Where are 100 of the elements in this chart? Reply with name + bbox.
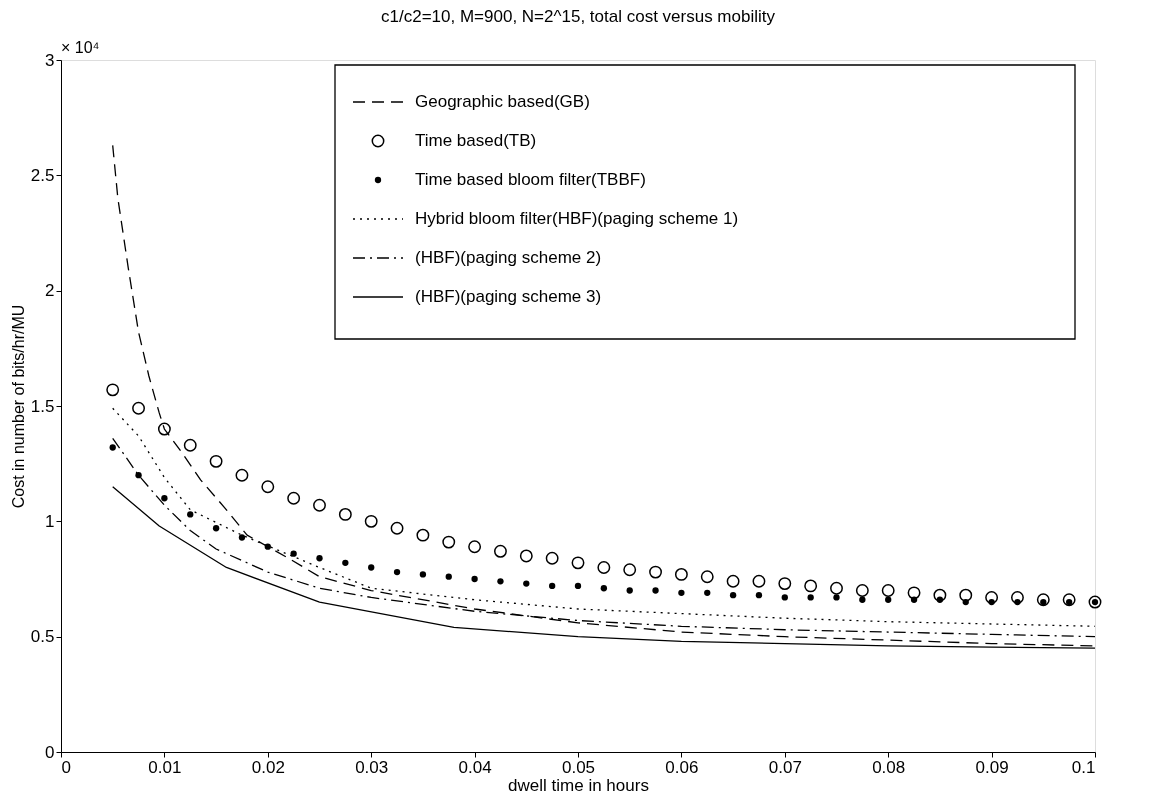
point	[933, 588, 947, 602]
point	[859, 596, 866, 603]
point	[393, 568, 401, 576]
point	[419, 571, 427, 578]
point	[523, 580, 530, 587]
point	[1014, 598, 1021, 606]
point	[755, 591, 763, 599]
x-tick-label: 0	[61, 757, 71, 777]
x-tick-label: 0.08	[872, 757, 906, 777]
x-tick-label: 0.01	[148, 757, 182, 777]
point	[704, 589, 711, 596]
point	[364, 514, 378, 528]
point	[781, 594, 788, 601]
point	[985, 591, 999, 604]
text: × 10⁴	[61, 39, 100, 56]
point	[910, 596, 918, 603]
point	[290, 550, 297, 557]
point	[1011, 591, 1024, 604]
point	[238, 534, 246, 541]
x-tick-label: 0.06	[665, 757, 699, 777]
point	[652, 587, 659, 594]
point	[161, 495, 168, 502]
legend-label: (HBF)(paging scheme 3)	[415, 287, 602, 306]
point	[574, 582, 582, 590]
point	[833, 594, 840, 601]
point	[390, 521, 404, 535]
point	[187, 511, 194, 518]
point	[1062, 593, 1076, 607]
point	[132, 401, 145, 415]
point	[342, 559, 349, 567]
x-tick-label: 0.09	[975, 757, 1009, 777]
point	[468, 540, 482, 554]
legend-label: (HBF)(paging scheme 2)	[415, 248, 602, 267]
point	[623, 563, 637, 577]
y-tick-label: 3	[45, 50, 55, 70]
point	[548, 582, 556, 590]
point	[778, 577, 792, 591]
point	[264, 543, 271, 550]
x-tick-label: 0.03	[355, 757, 389, 777]
point	[471, 575, 478, 583]
y-tick-label: 0	[45, 742, 55, 762]
point	[988, 598, 995, 606]
point	[571, 556, 585, 570]
chart-title: c1/c2=10, M=900, N=2^15, total cost versus mobility	[381, 7, 776, 26]
point	[807, 594, 814, 601]
point	[597, 561, 611, 574]
point	[212, 525, 220, 532]
point	[235, 468, 249, 482]
x-tick-label: 0.05	[561, 757, 596, 777]
x-tick-label: 0.04	[458, 757, 492, 777]
point	[907, 586, 921, 600]
point	[936, 596, 944, 603]
point	[209, 454, 223, 468]
point	[881, 584, 895, 597]
point	[649, 565, 662, 579]
point	[830, 581, 843, 595]
point	[752, 574, 766, 588]
point	[368, 564, 375, 571]
point	[729, 591, 737, 599]
point	[135, 472, 142, 479]
y-tick-label: 2	[45, 281, 55, 301]
point	[678, 589, 685, 596]
x-tick-label: 0.1	[1071, 757, 1096, 777]
point	[600, 585, 608, 592]
point	[157, 422, 171, 436]
point	[442, 535, 456, 549]
point	[338, 507, 352, 521]
point	[626, 587, 633, 594]
y-tick-label: 1	[45, 511, 55, 531]
y-axis-title: Cost in number of bits/hr/MU	[9, 304, 27, 509]
legend-label: Time based(TB)	[415, 131, 537, 150]
point	[855, 584, 869, 597]
point	[261, 480, 275, 494]
point	[316, 555, 323, 562]
y-tick-label: 2.5	[30, 165, 55, 185]
point	[1036, 593, 1050, 607]
point	[497, 578, 504, 585]
point	[106, 383, 120, 397]
point	[519, 549, 533, 563]
y-tick-label: 1.5	[30, 396, 55, 416]
point	[726, 574, 740, 588]
point	[804, 579, 818, 593]
point	[313, 498, 326, 512]
x-axis-title: dwell time in hours	[508, 775, 649, 792]
x-tick-label: 0.02	[251, 757, 285, 777]
point	[494, 544, 507, 558]
point	[287, 491, 301, 505]
point	[962, 598, 969, 606]
legend-label: Hybrid bloom filter(HBF)(paging scheme 1)	[415, 209, 739, 228]
point	[700, 570, 714, 584]
point	[545, 551, 559, 565]
legend-label: Geographic based(GB)	[415, 92, 590, 111]
y-tick-label: 0.5	[30, 627, 55, 647]
x-tick-label: 0.07	[768, 757, 802, 777]
point	[445, 573, 452, 580]
point	[885, 596, 892, 603]
point	[109, 444, 116, 451]
legend-label: Time based bloom filter(TBBF)	[415, 170, 646, 189]
point	[959, 588, 973, 602]
point	[416, 528, 430, 542]
